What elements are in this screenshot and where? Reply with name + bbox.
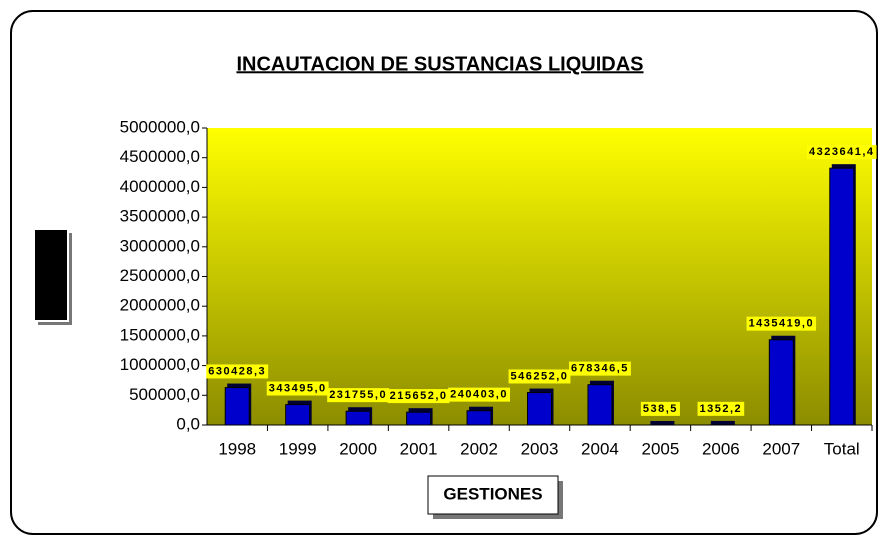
value-label-bg bbox=[640, 401, 680, 416]
x-tick-label: 2004 bbox=[581, 439, 619, 458]
y-tick-label: 1000000,0 bbox=[120, 355, 200, 374]
x-tick-label: 2007 bbox=[762, 439, 800, 458]
y-tick-label: 4000000,0 bbox=[120, 177, 200, 196]
y-tick-label: 0,0 bbox=[176, 414, 200, 433]
bar bbox=[406, 411, 432, 426]
value-label-bg bbox=[327, 388, 390, 403]
x-tick-label: 1999 bbox=[279, 439, 317, 458]
value-label-bg bbox=[746, 316, 817, 331]
value-label: 546252,0 bbox=[511, 370, 569, 382]
bar bbox=[587, 384, 613, 426]
x-axis-label: GESTIONES bbox=[443, 484, 542, 503]
y-tick-label: 500000,0 bbox=[129, 385, 200, 404]
x-tick-label: 2006 bbox=[702, 439, 740, 458]
value-label-bg bbox=[508, 369, 571, 384]
x-tick-label: 2003 bbox=[521, 439, 559, 458]
y-tick-label: 3500000,0 bbox=[120, 207, 200, 226]
x-label-box bbox=[427, 475, 559, 515]
value-label: 4323641,4 bbox=[809, 146, 875, 158]
value-label: 231755,0 bbox=[329, 389, 387, 401]
x-tick-label: 2005 bbox=[641, 439, 679, 458]
value-label: 538,5 bbox=[643, 403, 678, 415]
value-label-bg bbox=[387, 389, 450, 404]
value-label: 1352,2 bbox=[700, 403, 743, 415]
value-label: 1435419,0 bbox=[749, 318, 815, 330]
value-label-bg bbox=[569, 361, 631, 376]
value-label-bg bbox=[266, 381, 329, 396]
y-tick-label: 1500000,0 bbox=[120, 325, 200, 344]
y-tick-label: 4500000,0 bbox=[120, 147, 200, 166]
bar bbox=[829, 167, 855, 426]
y-tick-label: 2500000,0 bbox=[120, 266, 200, 285]
x-tick-label: 2002 bbox=[460, 439, 498, 458]
bar bbox=[466, 410, 492, 426]
value-label: 343495,0 bbox=[269, 383, 327, 395]
value-label: 240403,0 bbox=[450, 389, 508, 401]
value-label-bg bbox=[807, 145, 877, 160]
x-tick-label: 2000 bbox=[339, 439, 377, 458]
bar-shadow bbox=[710, 420, 735, 425]
value-label: 630428,3 bbox=[208, 365, 266, 377]
bar bbox=[345, 410, 371, 426]
y-tick-label: 3000000,0 bbox=[120, 236, 200, 255]
x-tick-label: 1998 bbox=[218, 439, 256, 458]
x-tick-label: 2001 bbox=[400, 439, 438, 458]
value-label-bg bbox=[448, 387, 510, 402]
bar-shadow bbox=[650, 420, 675, 425]
bar bbox=[285, 404, 311, 426]
bar bbox=[224, 387, 250, 426]
bar bbox=[527, 392, 552, 426]
value-label: 215652,0 bbox=[390, 390, 448, 402]
y-tick-label: 2000000,0 bbox=[120, 296, 200, 315]
value-label-bg bbox=[206, 364, 269, 379]
value-label: 678346,5 bbox=[571, 363, 629, 375]
y-tick-label: 5000000,0 bbox=[120, 117, 200, 136]
y-label-box bbox=[33, 228, 69, 322]
x-tick-label: Total bbox=[824, 439, 860, 458]
value-label-bg bbox=[697, 401, 745, 416]
chart-title: INCAUTACION DE SUSTANCIAS LIQUIDAS bbox=[236, 53, 643, 75]
bar bbox=[768, 339, 794, 426]
